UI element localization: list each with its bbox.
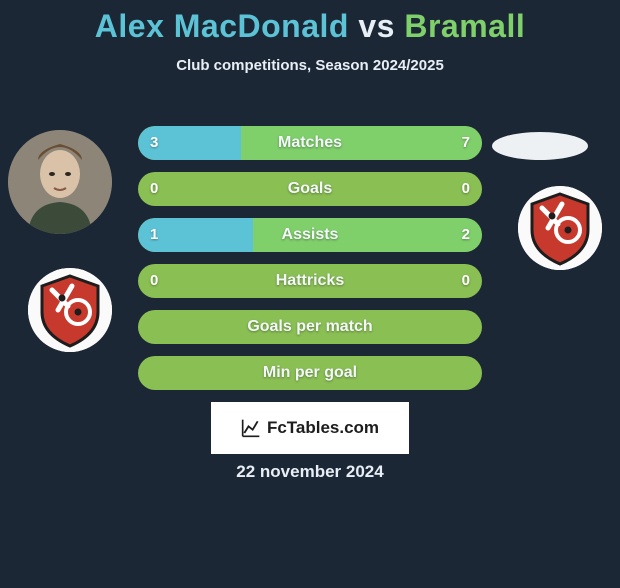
title-part: Bramall [404, 8, 525, 44]
comparison-bars: Matches37Goals00Assists12Hattricks00Goal… [138, 126, 482, 402]
title-part: Alex MacDonald [95, 8, 349, 44]
club-badge-left [28, 268, 112, 352]
bar-label: Min per goal [138, 356, 482, 390]
bar-value-right: 0 [462, 264, 470, 298]
bar-label: Assists [138, 218, 482, 252]
bar-label: Goals [138, 172, 482, 206]
fctables-logo: FcTables.com [211, 402, 409, 454]
bar-row: Goals0 0 [138, 172, 482, 206]
fctables-text: FcTables.com [267, 418, 379, 438]
bar-value-right: 2 [462, 218, 470, 252]
bar-value-left: 1 [150, 218, 158, 252]
bar-row: Assists1 2 [138, 218, 482, 252]
date-text: 22 november 2024 [0, 462, 620, 482]
bar-row: Goals per match [138, 310, 482, 344]
bar-value-right: 7 [462, 126, 470, 160]
bar-label: Hattricks [138, 264, 482, 298]
bar-value-left: 3 [150, 126, 158, 160]
title-part: vs [349, 8, 404, 44]
page-title: Alex MacDonald vs Bramall [0, 8, 620, 45]
chart-icon [241, 418, 261, 438]
bar-row: Matches3 7 [138, 126, 482, 160]
bar-value-left: 0 [150, 264, 158, 298]
player-right-placeholder [492, 132, 588, 160]
bar-value-left: 0 [150, 172, 158, 206]
player-left-photo [8, 130, 112, 234]
club-badge-right [518, 186, 602, 270]
bar-row: Min per goal [138, 356, 482, 390]
bar-label: Matches [138, 126, 482, 160]
subtitle: Club competitions, Season 2024/2025 [0, 57, 620, 74]
bar-row: Hattricks0 0 [138, 264, 482, 298]
bar-label: Goals per match [138, 310, 482, 344]
bar-value-right: 0 [462, 172, 470, 206]
